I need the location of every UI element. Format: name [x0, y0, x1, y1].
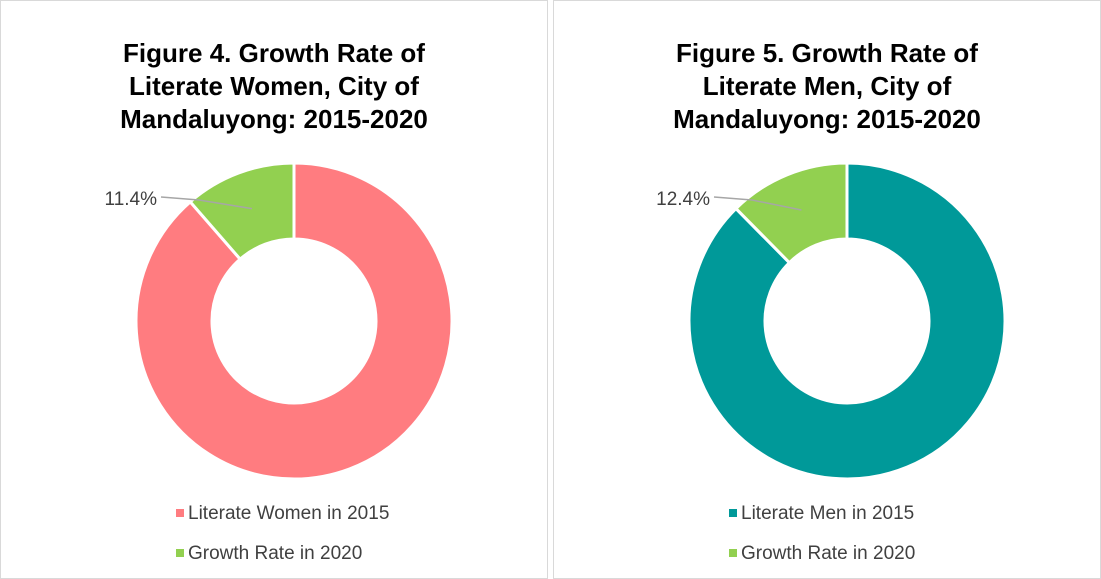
chart: 12.4% Literate Men in 2015 Growth Rate in …: [656, 161, 1007, 564]
legend-marker: [176, 509, 184, 517]
legend-marker: [729, 509, 737, 517]
leader-line: [713, 196, 802, 211]
data-label: 11.4%: [105, 189, 158, 210]
donut-segment: [134, 161, 454, 481]
legend-label: Literate Men in 2015: [741, 503, 914, 524]
chart-title: Figure 5. Growth Rate of Literate Men, C…: [673, 38, 981, 134]
legend-marker: [729, 549, 737, 557]
legend-label: Growth Rate in 2020: [741, 543, 915, 564]
donut-segment: [733, 161, 849, 265]
legend-marker: [176, 549, 184, 557]
chart-title: Figure 4. Growth Rate of Literate Women,…: [120, 38, 428, 134]
legend-label: Growth Rate in 2020: [188, 543, 362, 564]
donut-segment: [188, 161, 296, 262]
chart-panel: Figure 5. Growth Rate of Literate Men, C…: [553, 0, 1101, 579]
chart: 11.4% Literate Women in 2015 Growth Rate i…: [105, 161, 454, 564]
legend-label: Literate Women in 2015: [188, 503, 389, 524]
chart-panel: Figure 4. Growth Rate of Literate Women,…: [0, 0, 548, 579]
leader-line: [160, 196, 253, 210]
data-label: 12.4%: [656, 189, 710, 210]
